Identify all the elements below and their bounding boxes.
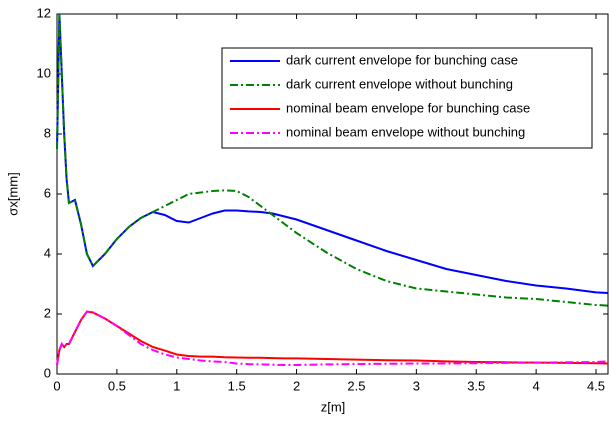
legend-label: nominal beam envelope for bunching case: [286, 100, 530, 115]
legend-label: dark current envelope without bunching: [286, 76, 513, 91]
x-tick-label: 2.5: [347, 378, 365, 393]
x-tick-label: 4.5: [587, 378, 605, 393]
x-tick-label: 2: [293, 378, 300, 393]
series-line: [56, 13, 609, 307]
x-axis-label: z[m]: [321, 399, 346, 414]
y-tick-label: 10: [37, 65, 51, 80]
y-tick-label: 4: [44, 245, 51, 260]
legend-box: [221, 47, 593, 149]
series-line: [56, 310, 609, 366]
y-tick-label: 12: [37, 5, 51, 20]
x-tick-label: 3: [413, 378, 420, 393]
legend-label: dark current envelope for bunching case: [286, 52, 518, 67]
series-line: [56, 310, 609, 366]
y-tick-label: 6: [44, 185, 51, 200]
x-tick-label: 3.5: [467, 378, 485, 393]
x-tick-label: 0: [53, 378, 60, 393]
y-tick-label: 2: [44, 305, 51, 320]
x-tick-label: 1: [173, 378, 180, 393]
y-tick-label: 0: [44, 365, 51, 380]
x-tick-label: 0.5: [108, 378, 126, 393]
x-tick-label: 4: [533, 378, 540, 393]
y-tick-label: 8: [44, 125, 51, 140]
legend-label: nominal beam envelope without bunching: [286, 124, 525, 139]
x-tick-label: 1.5: [228, 378, 246, 393]
y-axis-label: σx[mm]: [5, 172, 20, 215]
series-line: [56, 13, 609, 294]
